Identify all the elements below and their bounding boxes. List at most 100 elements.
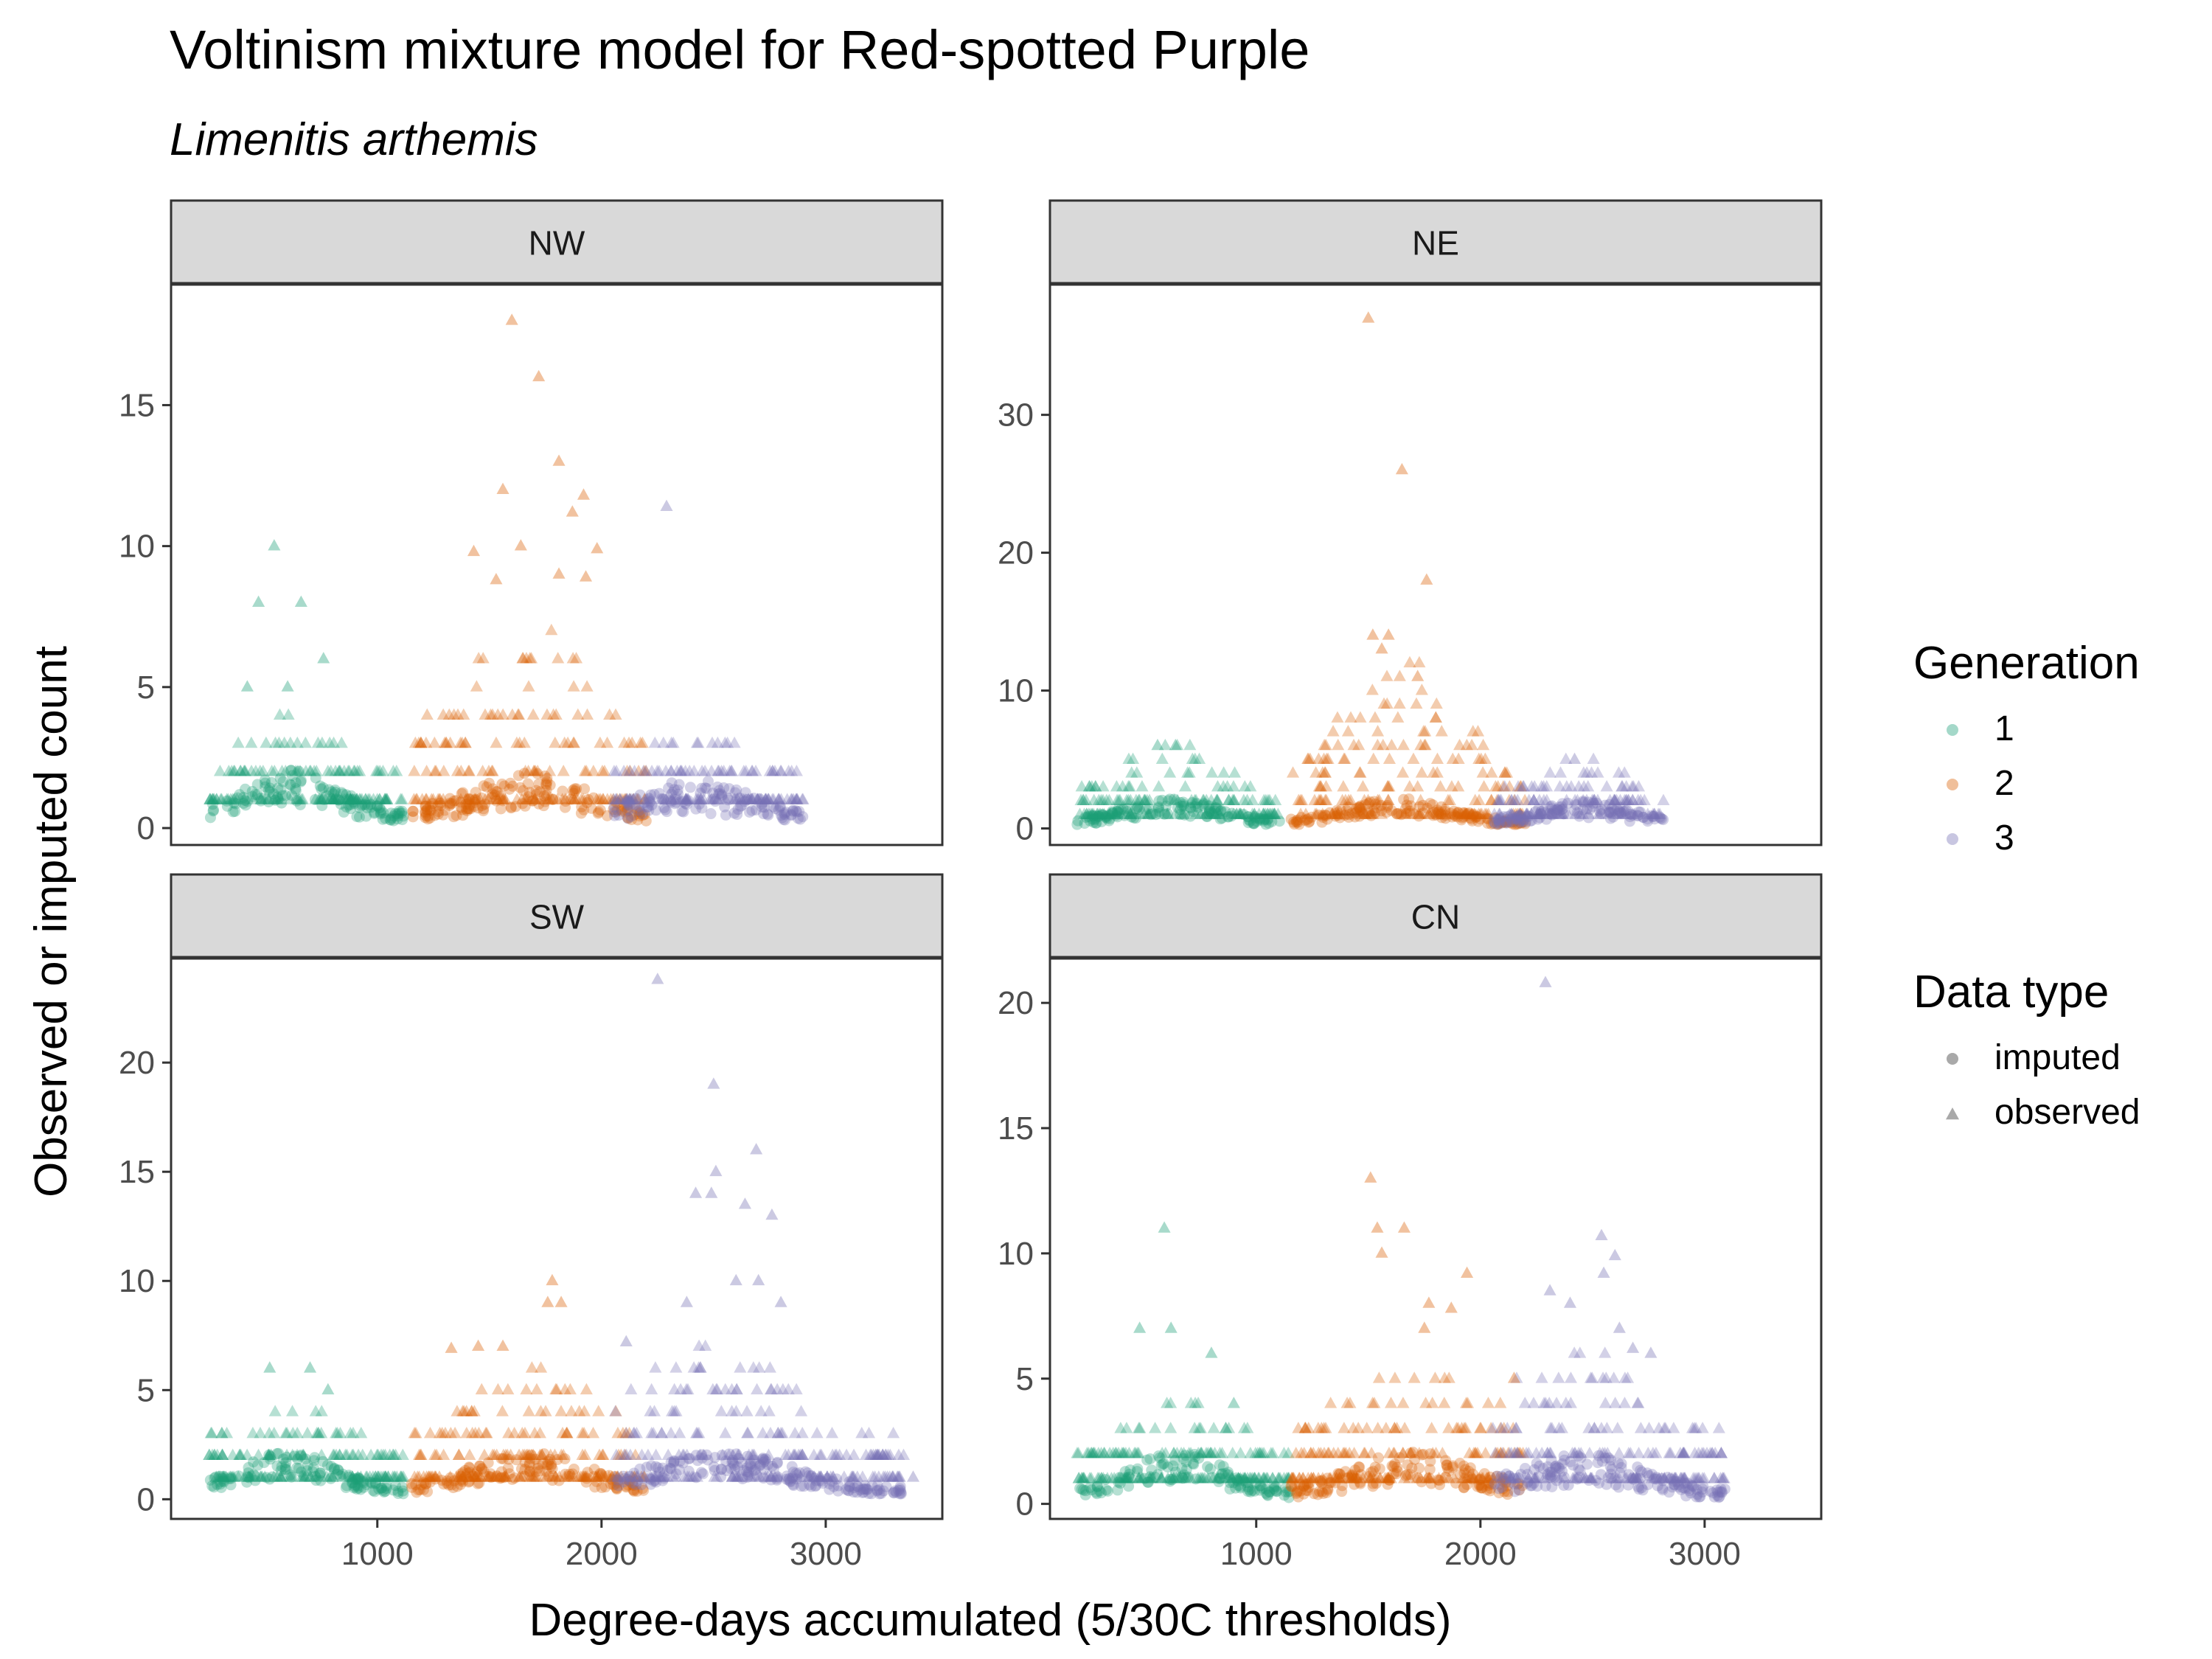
point-observed-gen1 — [1233, 807, 1246, 819]
point-observed-gen2 — [414, 1448, 427, 1461]
point-observed-gen3 — [613, 793, 627, 804]
point-observed-gen2 — [454, 765, 467, 776]
point-observed-gen1 — [324, 765, 338, 776]
point-observed-gen2 — [552, 454, 566, 466]
point-observed-gen2 — [413, 1470, 426, 1482]
point-observed-gen1 — [1091, 807, 1104, 819]
point-observed-gen1 — [1116, 779, 1130, 792]
point-imputed-gen3 — [762, 808, 773, 820]
point-imputed-gen3 — [778, 813, 790, 825]
point-imputed-gen1 — [332, 1464, 344, 1475]
point-imputed-gen1 — [1100, 810, 1112, 822]
point-imputed-gen1 — [316, 800, 328, 812]
point-imputed-gen2 — [1405, 800, 1416, 812]
point-imputed-gen2 — [532, 1462, 544, 1474]
point-observed-gen2 — [420, 708, 434, 720]
point-observed-gen2 — [486, 765, 499, 776]
point-observed-gen3 — [1618, 793, 1631, 806]
point-imputed-gen2 — [596, 1469, 608, 1481]
point-imputed-gen2 — [1433, 808, 1444, 820]
point-observed-gen3 — [1509, 793, 1522, 806]
point-observed-gen1 — [280, 1448, 293, 1461]
point-imputed-gen2 — [1448, 809, 1460, 821]
point-observed-gen2 — [1339, 793, 1352, 806]
point-observed-gen3 — [1571, 793, 1584, 806]
point-observed-gen3 — [1527, 793, 1540, 806]
point-imputed-gen1 — [242, 796, 254, 807]
point-observed-gen1 — [226, 793, 240, 804]
point-observed-gen1 — [319, 793, 333, 804]
point-imputed-gen1 — [1121, 806, 1133, 818]
point-observed-gen3 — [1521, 807, 1534, 819]
point-imputed-gen1 — [1186, 797, 1198, 809]
facet-strip-label: NW — [529, 224, 585, 262]
point-observed-gen1 — [1240, 793, 1254, 806]
point-observed-gen3 — [785, 793, 799, 804]
point-observed-gen2 — [1467, 725, 1480, 737]
point-observed-gen3 — [1525, 779, 1538, 792]
point-observed-gen2 — [1509, 807, 1523, 819]
point-observed-gen2 — [552, 567, 566, 579]
point-imputed-gen2 — [464, 1475, 476, 1487]
point-observed-gen3 — [674, 765, 687, 776]
point-observed-gen1 — [1108, 807, 1122, 819]
point-imputed-gen3 — [708, 1461, 720, 1472]
point-observed-gen1 — [314, 793, 327, 804]
point-observed-gen1 — [338, 793, 351, 804]
point-imputed-gen1 — [307, 1462, 319, 1474]
point-observed-gen2 — [1403, 779, 1416, 792]
point-observed-gen1 — [350, 793, 364, 804]
point-imputed-gen1 — [1176, 800, 1188, 812]
point-imputed-gen2 — [1467, 810, 1478, 821]
point-observed-gen1 — [338, 765, 351, 776]
point-imputed-gen1 — [218, 1471, 229, 1483]
point-observed-gen2 — [518, 793, 532, 804]
point-imputed-gen1 — [392, 810, 404, 822]
point-imputed-gen3 — [650, 1470, 661, 1482]
point-imputed-gen2 — [542, 1455, 554, 1467]
point-imputed-gen3 — [1558, 808, 1570, 820]
point-observed-gen1 — [1123, 807, 1137, 819]
point-observed-gen1 — [307, 765, 321, 776]
point-imputed-gen2 — [1385, 804, 1397, 816]
point-imputed-gen2 — [460, 1471, 472, 1483]
point-observed-gen3 — [1638, 793, 1651, 806]
point-imputed-gen2 — [507, 780, 518, 792]
point-imputed-gen2 — [619, 806, 631, 818]
point-observed-gen1 — [1122, 752, 1135, 764]
point-observed-gen2 — [619, 793, 633, 804]
point-observed-gen2 — [1382, 752, 1397, 764]
point-imputed-gen1 — [292, 1453, 304, 1465]
point-imputed-gen3 — [1548, 807, 1559, 818]
point-observed-gen2 — [515, 1427, 529, 1439]
legend-label: 1 — [1994, 709, 2014, 748]
point-observed-gen1 — [262, 1427, 276, 1439]
point-imputed-gen1 — [269, 794, 281, 806]
point-observed-gen2 — [484, 1470, 497, 1482]
point-imputed-gen2 — [1489, 812, 1501, 824]
point-imputed-gen3 — [702, 776, 714, 787]
point-imputed-gen3 — [712, 781, 723, 793]
point-observed-gen1 — [369, 765, 383, 776]
point-imputed-gen2 — [444, 799, 456, 810]
point-imputed-gen3 — [1493, 814, 1505, 826]
point-observed-gen1 — [347, 1427, 360, 1439]
point-observed-gen2 — [574, 793, 588, 804]
point-imputed-gen2 — [441, 1475, 453, 1487]
point-observed-gen1 — [281, 680, 294, 692]
point-observed-gen1 — [310, 1427, 324, 1439]
point-imputed-gen2 — [1317, 811, 1329, 823]
point-observed-gen1 — [247, 1470, 260, 1482]
point-observed-gen3 — [1632, 779, 1646, 792]
point-observed-gen3 — [665, 793, 678, 804]
point-observed-gen1 — [1178, 779, 1192, 792]
point-observed-gen3 — [1588, 793, 1601, 806]
point-imputed-gen2 — [406, 1478, 417, 1489]
point-imputed-gen3 — [1658, 814, 1669, 826]
point-observed-gen3 — [1554, 807, 1567, 819]
point-observed-gen1 — [289, 765, 302, 776]
point-observed-gen1 — [1082, 807, 1095, 819]
point-observed-gen2 — [1414, 738, 1427, 751]
point-observed-gen1 — [340, 1448, 354, 1461]
point-imputed-gen1 — [321, 1459, 333, 1471]
